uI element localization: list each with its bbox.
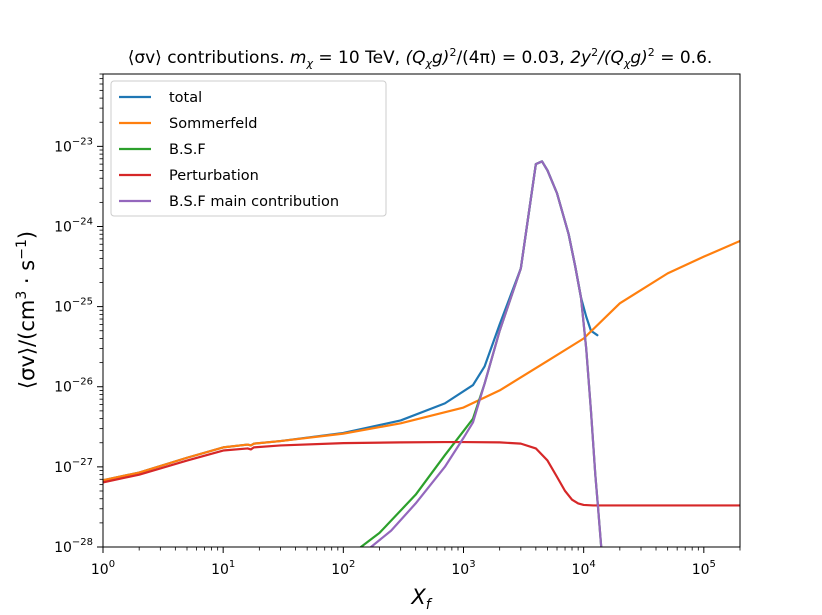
title-mass-value: = 10 TeV, xyxy=(313,48,400,68)
x-tick-label: 101 xyxy=(211,559,235,578)
series-line-perturbation xyxy=(103,440,740,507)
x-tick-label: 104 xyxy=(572,559,596,578)
legend-label: B.S.F xyxy=(169,142,206,158)
series-line-b-s-f-main-contribution xyxy=(369,160,603,547)
title-coupling2-rest: g) xyxy=(630,48,647,68)
x-tick-label: 100 xyxy=(91,559,115,578)
y-axis-label: ⟨σv⟩/(cm3 · s−1) xyxy=(14,231,39,389)
x-axis-label: Xf xyxy=(410,585,432,613)
y-tick-label: 10−24 xyxy=(54,216,93,235)
legend: total Sommerfeld B.S.F Perturbation B.S.F ma… xyxy=(110,80,387,217)
x-tick-label: 102 xyxy=(331,559,355,578)
title-coupling1: (Q xyxy=(405,48,425,68)
title-mass-sub: χ xyxy=(305,57,313,70)
title-coupling2-value: = 0.6. xyxy=(655,48,713,68)
y-tick-label: 10−27 xyxy=(54,457,93,476)
x-tick-label: 105 xyxy=(692,559,716,578)
series-layer xyxy=(103,160,740,547)
title-coupling2-sub: χ xyxy=(623,57,631,70)
title-coupling2-sup2: 2 xyxy=(648,46,655,59)
legend-box xyxy=(110,80,387,217)
title-coupling1-value: /(4π) = 0.03, xyxy=(456,48,564,68)
legend-label: Perturbation xyxy=(169,168,259,184)
y-tick-label: 10−28 xyxy=(54,537,93,556)
title-coupling1-rest: g) xyxy=(432,48,449,68)
title-coupling1-sub: χ xyxy=(424,57,432,70)
title-lead: ⟨σv⟩ contributions. xyxy=(128,48,285,68)
series-line-sommerfeld xyxy=(103,239,740,482)
title-coupling2-sup: 2 xyxy=(591,46,598,59)
chart-title: ⟨σv⟩ contributions. mχ = 10 TeV, (Qχg)2/… xyxy=(128,46,713,70)
legend-label: total xyxy=(169,90,202,106)
title-mass: m xyxy=(290,48,307,68)
title-coupling2-mid: /(Q xyxy=(596,48,624,68)
ticks-layer: 100 101 102 103 104 105 10−28 10−27 10−26 10−25 10… xyxy=(54,73,741,578)
y-tick-label: 10−25 xyxy=(54,297,93,316)
title-coupling1-sup: 2 xyxy=(449,46,456,59)
x-tick-label: 103 xyxy=(451,559,475,578)
y-tick-label: 10−26 xyxy=(54,377,93,396)
legend-label: B.S.F main contribution xyxy=(169,194,339,210)
title-coupling2: 2y xyxy=(570,48,592,68)
legend-label: Sommerfeld xyxy=(169,116,257,132)
y-tick-label: 10−23 xyxy=(54,136,93,155)
